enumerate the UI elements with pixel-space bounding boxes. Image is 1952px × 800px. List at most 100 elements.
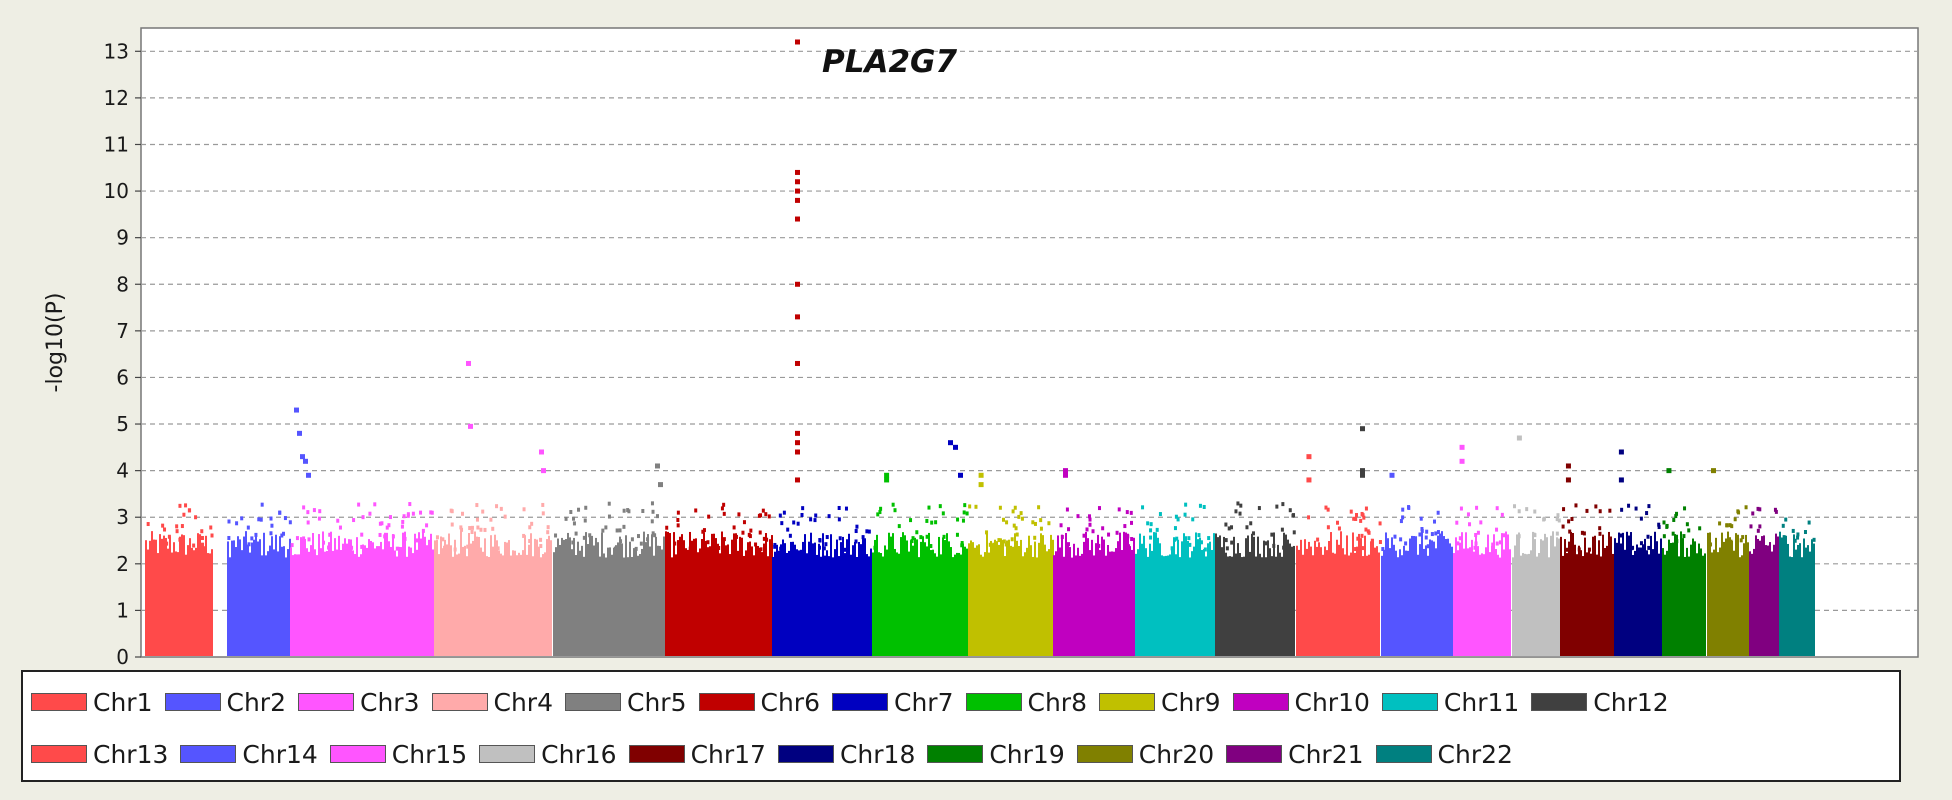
legend-label: Chr9 (1161, 687, 1221, 717)
point-cluster (1473, 551, 1475, 656)
point-cluster (1006, 540, 1008, 656)
data-point (1399, 519, 1403, 524)
point-cluster (739, 536, 741, 656)
point-cluster (1018, 546, 1020, 656)
data-point (278, 510, 282, 515)
data-point (963, 503, 967, 508)
y-tick-label: 2 (116, 552, 129, 576)
point-cluster (1201, 549, 1203, 656)
data-point (522, 507, 526, 512)
data-point (651, 509, 655, 514)
data-point (779, 546, 783, 551)
data-point (1791, 528, 1795, 533)
point-cluster (442, 548, 444, 656)
point-cluster (1489, 552, 1491, 656)
data-point (290, 543, 294, 548)
point-cluster (1503, 549, 1505, 656)
point-cluster (1415, 536, 1417, 656)
point-cluster (733, 533, 735, 656)
legend-swatch (1531, 693, 1588, 711)
data-point (1580, 530, 1584, 535)
data-point (717, 545, 721, 550)
data-point (1725, 523, 1729, 528)
point-cluster (277, 551, 279, 656)
point-cluster (1137, 549, 1139, 656)
point-cluster (362, 544, 364, 656)
point-cluster (1572, 533, 1574, 656)
data-point (1587, 547, 1591, 552)
point-cluster (199, 534, 201, 656)
point-cluster (279, 536, 281, 656)
point-cluster (1401, 555, 1403, 656)
top-hit-point (795, 360, 800, 366)
data-point (460, 511, 464, 516)
point-cluster (1723, 541, 1725, 656)
data-point (1352, 516, 1356, 521)
point-cluster (952, 557, 954, 656)
point-cluster (1352, 532, 1354, 656)
point-cluster (1239, 553, 1241, 656)
data-point (1224, 538, 1228, 543)
point-cluster (534, 538, 536, 656)
point-cluster (1177, 539, 1179, 656)
point-cluster (1757, 538, 1759, 656)
data-point (1758, 524, 1762, 529)
legend-swatch (565, 693, 621, 711)
data-point (720, 506, 724, 511)
point-cluster (1302, 554, 1304, 656)
point-cluster (1751, 553, 1753, 656)
data-point (1533, 509, 1537, 514)
point-cluster (175, 551, 177, 656)
point-cluster (488, 556, 490, 656)
point-cluster (818, 543, 820, 656)
point-cluster (1073, 543, 1075, 656)
point-cluster (942, 537, 944, 656)
point-cluster (1265, 557, 1267, 656)
point-cluster (273, 549, 275, 656)
point-cluster (1674, 534, 1676, 656)
point-cluster (1441, 531, 1443, 656)
data-point (491, 526, 495, 531)
data-point (1646, 534, 1650, 539)
data-point (801, 506, 805, 511)
point-cluster (601, 532, 603, 656)
point-cluster (336, 549, 338, 656)
point-cluster (382, 549, 384, 656)
top-hit-point (795, 188, 800, 194)
data-point (732, 525, 736, 530)
data-point (257, 517, 261, 522)
series-chr5 (553, 463, 665, 656)
data-point (227, 535, 231, 540)
point-cluster (1296, 545, 1298, 656)
point-cluster (599, 556, 601, 656)
data-point (615, 528, 619, 533)
data-point (1020, 516, 1024, 521)
point-cluster (1443, 536, 1445, 656)
point-cluster (655, 536, 657, 656)
point-cluster (1316, 546, 1318, 656)
data-point (582, 535, 586, 540)
point-cluster (1030, 545, 1032, 656)
data-point (1059, 523, 1063, 528)
data-point (1773, 507, 1777, 512)
point-cluster (1368, 554, 1370, 656)
data-point (1037, 505, 1041, 510)
point-cluster (721, 531, 723, 656)
point-cluster (1275, 556, 1277, 656)
point-cluster (1395, 550, 1397, 656)
point-cluster (1461, 532, 1463, 656)
point-cluster (830, 534, 832, 656)
data-point (837, 505, 841, 510)
series-chr20 (1707, 468, 1749, 656)
point-cluster (1787, 543, 1789, 656)
point-cluster (360, 554, 362, 656)
legend-label: Chr2 (226, 687, 287, 717)
data-point (762, 536, 766, 541)
point-cluster (1169, 554, 1171, 656)
point-cluster (1229, 556, 1231, 656)
point-cluster (161, 538, 163, 656)
series-chr17 (1560, 463, 1614, 656)
data-point (1047, 521, 1051, 526)
data-point (942, 534, 946, 539)
point-cluster (1467, 548, 1469, 656)
